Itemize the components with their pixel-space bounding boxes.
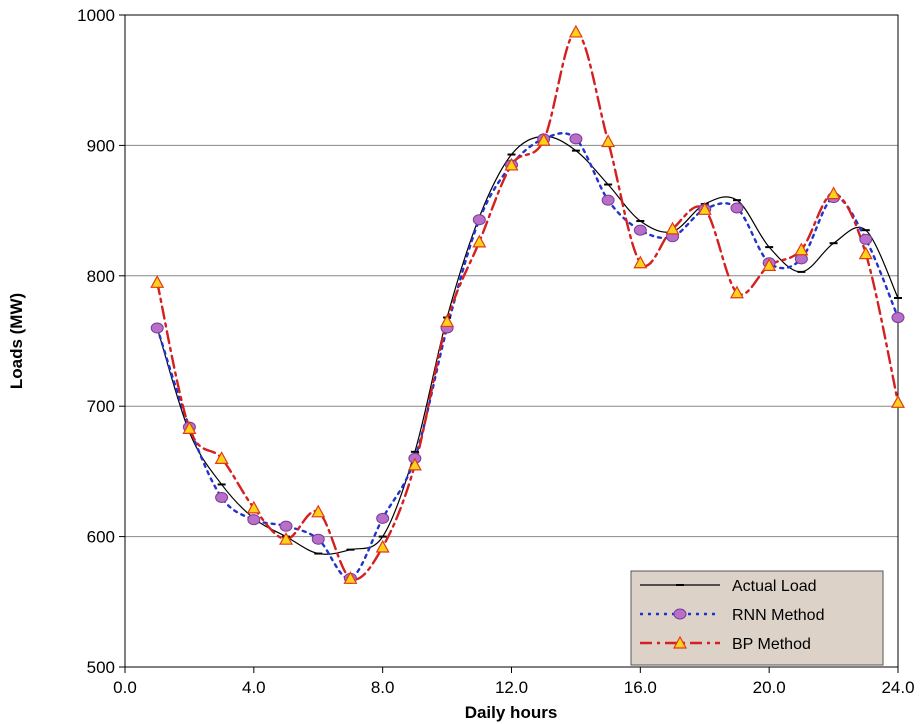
y-tick-label: 900 — [87, 136, 115, 155]
data-point-rnn-method — [215, 491, 229, 503]
data-point-bp-method — [826, 186, 841, 200]
data-point-bp-method — [568, 24, 583, 38]
legend-label-actual-load: Actual Load — [732, 578, 817, 595]
data-point-rnn-method — [730, 202, 744, 214]
series-line-actual-load — [156, 135, 898, 555]
series-line-bp-method — [156, 30, 898, 581]
data-point-bp-method — [665, 221, 680, 235]
legend-marker-rnn-method — [673, 608, 687, 620]
data-point-bp-method — [890, 395, 906, 408]
x-axis-title: Daily hours — [465, 703, 558, 722]
data-point-bp-method — [182, 421, 197, 434]
y-tick-label: 800 — [87, 267, 115, 286]
marker-layer — [150, 24, 906, 584]
data-point-rnn-method — [279, 520, 293, 532]
legend: Actual Load RNN Method BP Method — [630, 570, 884, 666]
data-point-rnn-method — [472, 214, 486, 226]
y-axis-title: Loads (MW) — [7, 293, 26, 389]
data-point-rnn-method — [311, 533, 325, 545]
x-axis-ticks: 0.0 4.0 8.0 12.0 16.0 20.0 24.0 — [113, 667, 915, 697]
data-point-bp-method — [407, 457, 422, 471]
data-point-rnn-method — [247, 514, 261, 526]
data-point-bp-method — [440, 314, 455, 328]
data-point-bp-method — [536, 132, 551, 146]
x-tick-label: 0.0 — [113, 678, 137, 697]
legend-label-bp-method: BP Method — [732, 636, 811, 653]
plot-frame — [124, 14, 899, 668]
series-line-rnn-method — [156, 132, 898, 580]
y-tick-label: 700 — [87, 397, 115, 416]
data-point-bp-method — [762, 258, 777, 271]
data-point-bp-method — [504, 157, 519, 171]
data-point-bp-method — [214, 451, 229, 464]
data-point-bp-method — [858, 246, 873, 260]
x-tick-label: 24.0 — [881, 678, 914, 697]
data-point-bp-method — [697, 202, 712, 215]
grid-lines — [125, 144, 898, 538]
legend-marker-bp-method — [672, 635, 688, 649]
data-point-bp-method — [633, 255, 648, 269]
data-point-rnn-method — [601, 194, 615, 206]
data-point-bp-method — [246, 500, 261, 514]
x-tick-label: 4.0 — [242, 678, 266, 697]
y-tick-label: 1000 — [77, 6, 115, 25]
series-layer — [156, 30, 898, 581]
data-point-rnn-method — [569, 133, 583, 145]
data-point-bp-method — [343, 571, 358, 584]
data-point-bp-method — [375, 539, 390, 553]
data-point-rnn-method — [633, 224, 647, 236]
x-tick-label: 12.0 — [495, 678, 528, 697]
data-point-rnn-method — [859, 233, 873, 245]
data-point-bp-method — [729, 285, 744, 299]
x-tick-label: 8.0 — [371, 678, 395, 697]
data-point-bp-method — [601, 134, 616, 148]
y-tick-label: 500 — [87, 658, 115, 677]
legend-box — [630, 570, 884, 666]
data-point-rnn-method — [794, 253, 808, 265]
data-point-bp-method — [279, 531, 294, 545]
data-point-rnn-method — [150, 322, 164, 334]
y-tick-label: 600 — [87, 528, 115, 547]
data-point-bp-method — [794, 242, 809, 256]
x-tick-label: 16.0 — [624, 678, 657, 697]
y-axis-ticks: 500 600 700 800 900 1000 — [77, 6, 125, 677]
x-tick-label: 20.0 — [753, 678, 786, 697]
data-point-rnn-method — [376, 512, 390, 524]
legend-label-rnn-method: RNN Method — [732, 607, 824, 624]
data-point-bp-method — [472, 234, 487, 248]
data-point-rnn-method — [891, 312, 905, 324]
data-point-bp-method — [311, 504, 326, 518]
data-point-bp-method — [150, 275, 165, 288]
